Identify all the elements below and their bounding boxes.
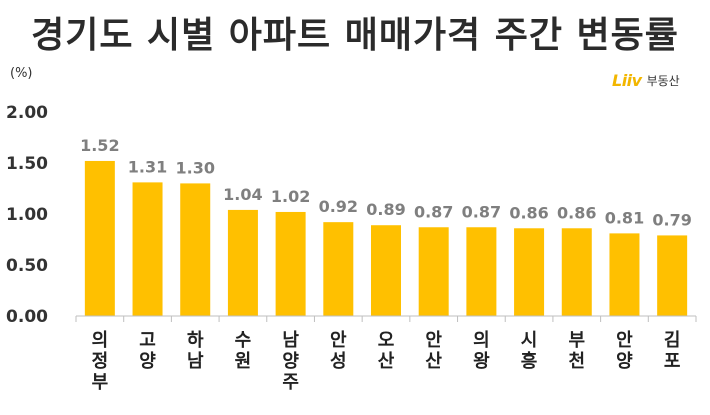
data-label: 0.87 (414, 202, 453, 221)
bar (609, 233, 640, 316)
y-tick-label: 1.00 (6, 205, 48, 225)
data-label: 0.86 (509, 203, 548, 222)
brand-logo: Liiv 부동산 (612, 70, 680, 90)
bar (371, 225, 401, 316)
y-tick-label: 1.50 (6, 154, 48, 174)
data-label: 1.02 (271, 187, 310, 206)
bar (466, 227, 497, 316)
data-label: 0.87 (462, 202, 501, 221)
data-label: 1.30 (175, 158, 214, 177)
bar (180, 183, 211, 316)
bar (418, 227, 449, 316)
bar (561, 228, 592, 316)
y-tick-label: 0.00 (6, 307, 48, 327)
data-label: 0.81 (605, 208, 644, 227)
data-label: 0.89 (366, 200, 405, 219)
brand-name: 부동산 (646, 73, 680, 88)
liiv-logo-icon: Liiv (612, 70, 642, 90)
bar (323, 222, 354, 316)
bar (84, 160, 115, 316)
data-label: 1.04 (223, 185, 262, 204)
data-label: 0.79 (652, 210, 691, 229)
data-label: 0.86 (557, 203, 596, 222)
bar (132, 182, 163, 316)
bar (227, 209, 258, 316)
bar (657, 235, 688, 316)
bar (514, 228, 545, 316)
y-axis-unit: (%) (10, 66, 33, 81)
data-label: 1.31 (128, 157, 167, 176)
data-label: 0.92 (319, 197, 358, 216)
data-label: 1.52 (80, 136, 119, 155)
bar (275, 211, 306, 316)
chart-title: 경기도 시별 아파트 매매가격 주간 변동률 (31, 15, 679, 56)
y-tick-label: 0.50 (6, 256, 48, 276)
y-tick-label: 2.00 (6, 103, 48, 123)
